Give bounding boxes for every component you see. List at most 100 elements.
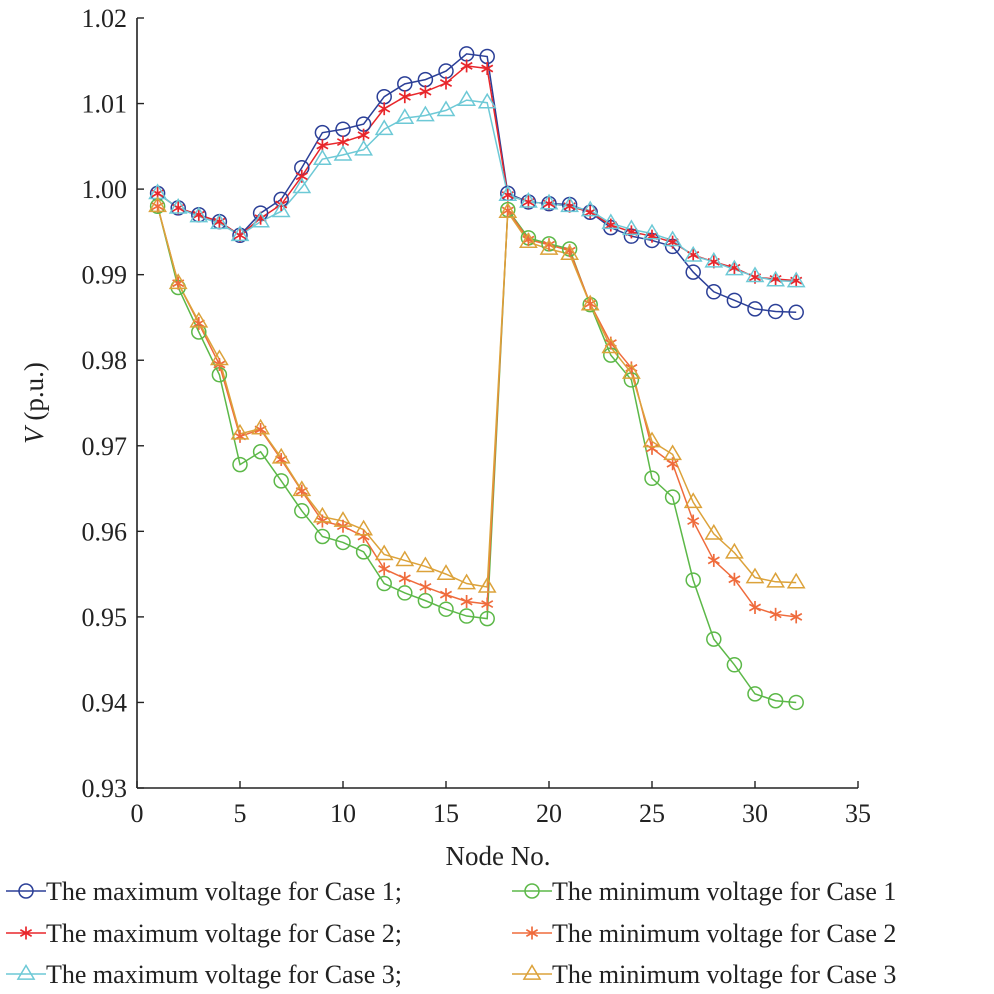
data-point [601, 213, 621, 230]
data-point [766, 571, 785, 588]
data-point [395, 108, 415, 124]
data-point [479, 610, 495, 627]
data-point [460, 59, 473, 73]
data-point [539, 239, 559, 255]
data-point [397, 585, 413, 601]
data-point [706, 284, 722, 300]
y-tick-label: 0.94 [82, 688, 128, 717]
data-point [519, 191, 538, 208]
x-axis-label: Node No. [446, 841, 551, 871]
data-point [522, 233, 535, 247]
data-point [786, 271, 806, 288]
y-tick-label: 0.93 [82, 774, 128, 803]
y-ticks: 0.93 0.94 0.95 0.96 0.97 0.98 0.99 1.00 1.01 1.02 [82, 4, 144, 803]
data-point [168, 197, 188, 214]
y-tick-label: 0.97 [82, 432, 128, 461]
data-point [355, 544, 372, 560]
data-point [745, 567, 765, 584]
data-point [622, 219, 641, 236]
data-point [786, 572, 806, 589]
y-axis-label-symbol: V [19, 424, 49, 444]
data-point [704, 523, 724, 540]
x-tick-label: 35 [845, 799, 871, 828]
data-point [378, 102, 391, 116]
legend-marker [525, 926, 539, 940]
data-point [728, 261, 741, 275]
data-point [230, 423, 250, 440]
data-point [582, 204, 598, 220]
data-point [357, 529, 370, 543]
data-point [192, 208, 205, 222]
data-point [417, 592, 434, 609]
data-point [685, 572, 701, 588]
y-tick-label: 1.01 [82, 90, 128, 119]
data-point [148, 196, 167, 213]
data-point [501, 204, 514, 217]
x-tick-label: 0 [131, 799, 144, 828]
data-point [189, 206, 209, 223]
x-tick-label: 30 [742, 799, 768, 828]
data-point [644, 470, 660, 487]
legend-marker [522, 964, 542, 980]
data-point [725, 542, 744, 559]
data-point [230, 225, 250, 242]
legend-label: The minimum voltage for Case 1 [552, 877, 896, 906]
data-point [604, 218, 617, 232]
legend-item-1: The maximum voltage for Case 1; [6, 877, 402, 906]
y-tick-label: 1.00 [82, 175, 128, 204]
series-markers [148, 46, 806, 711]
data-point [519, 232, 538, 249]
data-point [398, 571, 411, 585]
data-point [210, 213, 229, 230]
data-point [520, 194, 537, 210]
series-points-6 [148, 196, 806, 593]
data-point [273, 473, 289, 489]
data-point [642, 223, 662, 240]
data-point [333, 511, 353, 527]
legend-item-6: The minimum voltage for Case 3 [512, 960, 896, 989]
data-point [271, 201, 291, 218]
data-point [747, 686, 763, 702]
data-point [376, 575, 392, 592]
series-points-4 [149, 198, 804, 711]
data-point [295, 169, 308, 183]
data-point [271, 447, 291, 464]
data-point [498, 185, 518, 201]
x-tick-label: 5 [234, 799, 247, 828]
data-point [663, 444, 682, 461]
data-point [481, 61, 494, 75]
data-point [683, 492, 703, 509]
series-line-1 [157, 53, 797, 314]
data-point [333, 144, 353, 161]
data-point [275, 198, 288, 212]
data-point [642, 431, 662, 448]
data-point [664, 489, 681, 505]
x-ticks: 0 5 10 15 20 25 30 35 [131, 781, 871, 828]
legend-marker [16, 964, 36, 980]
data-point [251, 211, 270, 228]
data-point [769, 607, 782, 621]
data-point [354, 519, 373, 536]
y-tick-label: 1.02 [82, 4, 128, 33]
legend-marker [19, 926, 33, 940]
data-point [436, 564, 456, 580]
data-point [580, 200, 600, 217]
data-point [398, 90, 411, 104]
legend-label: The maximum voltage for Case 1; [46, 877, 402, 906]
data-point [438, 601, 454, 617]
data-point [706, 631, 722, 647]
data-point [232, 456, 248, 473]
legend-item-5: The minimum voltage for Case 2 [512, 919, 896, 948]
data-point [726, 657, 743, 673]
data-point [192, 316, 205, 330]
series-line-5 [156, 206, 797, 618]
series-points-5 [151, 199, 803, 624]
x-tick-label: 25 [639, 799, 665, 828]
data-point [539, 193, 559, 210]
x-tick-label: 15 [433, 799, 459, 828]
data-point [439, 588, 453, 602]
data-point [357, 128, 370, 142]
y-tick-label: 0.99 [82, 261, 128, 290]
data-point [213, 215, 226, 229]
data-point [477, 92, 497, 109]
